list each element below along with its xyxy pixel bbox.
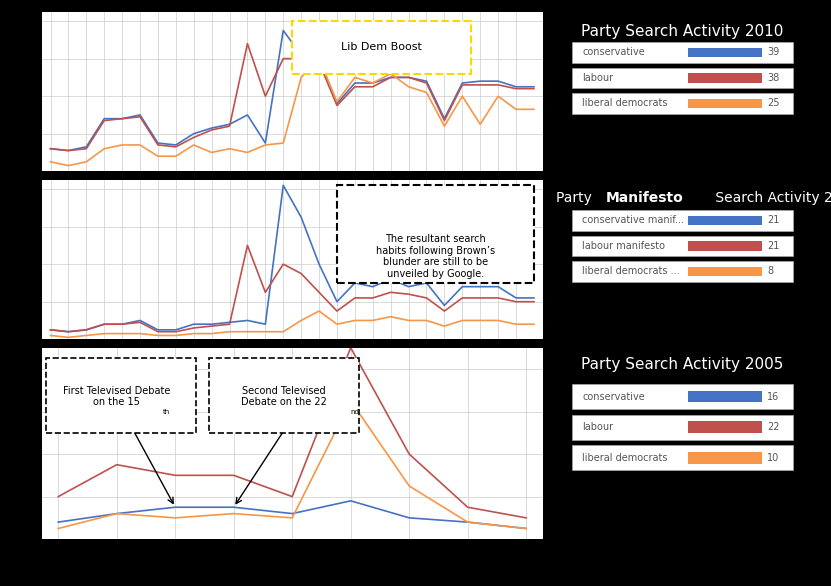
Text: The resultant search
habits following Brown’s
blunder are still to be
unveiled b: The resultant search habits following Br… [376,234,495,279]
Bar [688,47,761,57]
Bar [572,384,794,409]
Bar [572,261,794,282]
Bar [572,236,794,256]
Text: 38: 38 [767,73,779,83]
Text: labour manifesto: labour manifesto [583,241,665,251]
Text: 10: 10 [767,453,779,463]
Text: Party Search Activity 2010: Party Search Activity 2010 [581,25,784,39]
Bar [688,391,761,402]
Text: 8: 8 [767,267,773,277]
Bar [572,415,794,440]
Text: 21: 21 [767,241,779,251]
Text: conservative manif...: conservative manif... [583,216,684,226]
Text: Manifesto: Manifesto [606,191,684,205]
Bar [688,267,761,276]
Text: Party Search Activity 2005: Party Search Activity 2005 [581,357,784,372]
Bar [572,67,794,88]
Text: 16: 16 [767,391,779,401]
Bar [688,241,761,251]
Text: liberal democrats: liberal democrats [583,98,667,108]
Text: 25: 25 [767,98,779,108]
Text: labour: labour [583,422,613,432]
Text: conservative: conservative [583,391,645,401]
FancyBboxPatch shape [337,185,534,283]
Text: 39: 39 [767,47,779,57]
Text: First Televised Debate
on the 15: First Televised Debate on the 15 [63,386,170,407]
FancyBboxPatch shape [209,359,359,433]
Bar [688,421,761,433]
Text: th: th [163,408,170,414]
Text: Party: Party [556,191,596,205]
Bar [688,216,761,225]
Text: labour: labour [583,73,613,83]
Bar [688,452,761,464]
Text: liberal democrats ...: liberal democrats ... [583,267,680,277]
Bar [688,73,761,83]
Bar [572,42,794,63]
Bar [572,210,794,231]
FancyBboxPatch shape [46,359,196,433]
Text: conservative: conservative [583,47,645,57]
Text: liberal democrats: liberal democrats [583,453,667,463]
Bar [688,98,761,108]
Text: 22: 22 [767,422,779,432]
Bar [572,445,794,470]
Bar [572,93,794,114]
Text: Search Activity 2010: Search Activity 2010 [711,191,831,205]
Text: 21: 21 [767,216,779,226]
FancyBboxPatch shape [293,21,471,74]
Text: nd: nd [351,408,360,414]
Text: Second Televised
Debate on the 22: Second Televised Debate on the 22 [241,386,327,407]
Text: Lib Dem Boost: Lib Dem Boost [342,42,422,52]
